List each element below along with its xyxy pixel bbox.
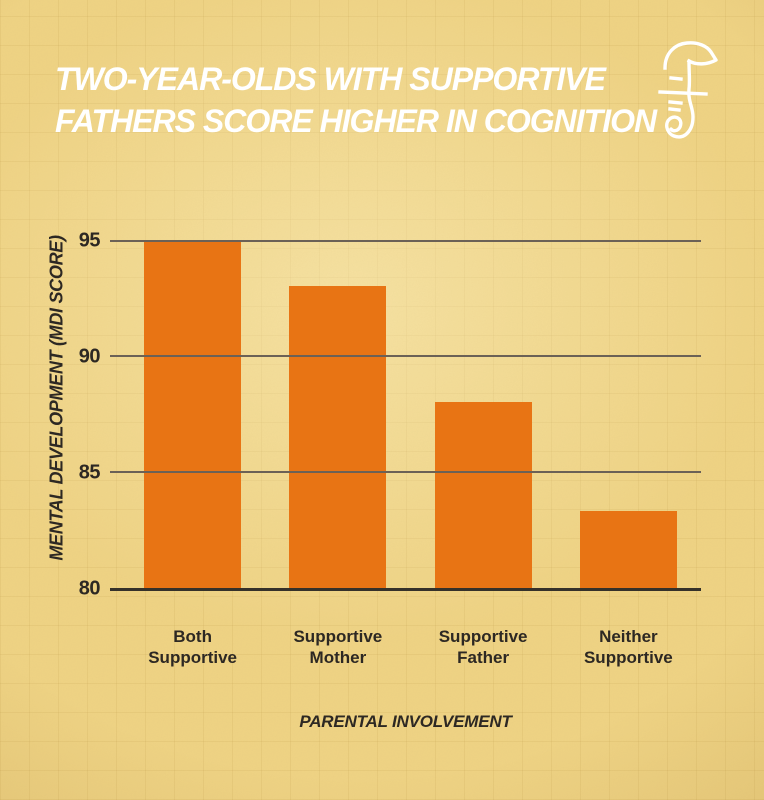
chart-title-line-2: FATHERS SCORE HIGHER IN COGNITION [55,103,657,139]
gridline-85 [110,471,701,473]
x-axis-label-supportive-father: Supportive Father [438,627,528,667]
gridline-95 [110,240,701,242]
seahorse-logo-icon [658,41,718,139]
y-axis-tick-90: 90 [78,345,101,368]
bar-slot-supportive-mother [265,240,410,588]
x-axis-label-supportive-mother: Supportive Mother [293,627,383,667]
y-axis-tick-95: 95 [78,229,101,252]
chart-title-line-1: TWO-YEAR-OLDS WITH SUPPORTIVE [55,61,606,97]
bars-row [110,240,701,588]
chart-title: TWO-YEAR-OLDS WITH SUPPORTIVE FATHERS SC… [55,58,657,142]
bar-supportive-mother [289,286,387,588]
y-axis-title: MENTAL DEVELOPMENT (MDI SCORE) [46,235,67,561]
bar-both-supportive [144,240,242,588]
bar-slot-both-supportive [120,240,265,588]
x-axis-labels: Both Supportive Supportive Mother Supporti… [110,626,701,668]
y-axis-tick-80: 80 [78,577,101,600]
x-axis-title: PARENTAL INVOLVEMENT [299,712,512,731]
x-axis-label-both-supportive: Both Supportive [148,627,238,667]
bar-neither-supportive [579,511,677,588]
x-axis-label-neither-supportive: Neither Supportive [583,627,673,667]
bar-slot-supportive-father [411,240,556,588]
bar-slot-neither-supportive [556,240,701,588]
y-axis-tick-85: 85 [78,461,101,484]
gridline-90 [110,355,701,357]
bar-supportive-father [434,402,532,588]
plot-area [110,240,701,591]
